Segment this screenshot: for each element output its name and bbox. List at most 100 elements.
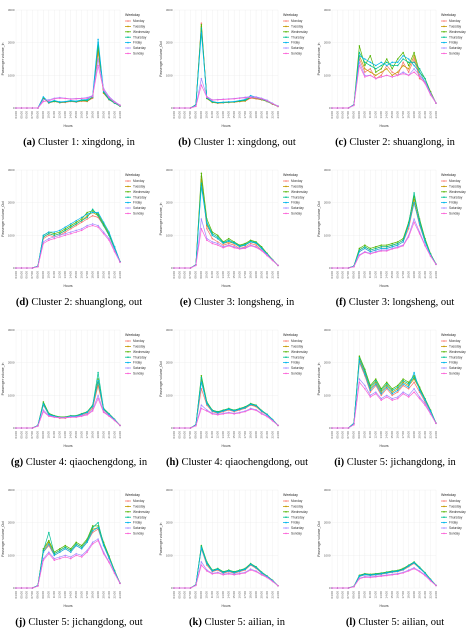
data-point bbox=[48, 551, 50, 553]
data-point bbox=[358, 355, 361, 357]
data-point bbox=[358, 45, 361, 47]
y-axis-label: Passenger volume_Out bbox=[317, 521, 321, 556]
data-point bbox=[375, 392, 377, 395]
data-point bbox=[369, 574, 372, 577]
y-tick-label: 1000 bbox=[8, 233, 15, 237]
data-point bbox=[418, 68, 421, 70]
series-line bbox=[332, 61, 437, 109]
legend-label: Wednesday bbox=[291, 30, 308, 34]
legend-marker bbox=[443, 196, 445, 198]
panel-letter: (i) bbox=[334, 457, 345, 468]
y-axis-label: Passenger volume_Out bbox=[159, 41, 163, 76]
x-tick-label: 22:00 bbox=[428, 431, 432, 439]
y-tick-label: 1000 bbox=[8, 393, 15, 397]
x-tick-label: 19:00 bbox=[96, 111, 100, 119]
data-point bbox=[211, 242, 214, 245]
data-point bbox=[358, 247, 361, 250]
y-tick-label: 1000 bbox=[166, 393, 173, 397]
legend-label: Thursday bbox=[449, 515, 463, 519]
data-point bbox=[217, 237, 219, 240]
data-point bbox=[222, 410, 225, 412]
data-point bbox=[424, 574, 426, 577]
data-point bbox=[80, 97, 83, 100]
data-point bbox=[260, 249, 263, 252]
legend-marker bbox=[127, 356, 129, 358]
panel-letter: (g) bbox=[10, 457, 24, 468]
x-tick-label: 13:00 bbox=[379, 591, 383, 599]
y-tick-label: 1000 bbox=[166, 553, 173, 557]
legend-marker bbox=[127, 47, 129, 49]
legend-marker bbox=[285, 52, 287, 55]
x-tick-label: 13:00 bbox=[63, 431, 67, 439]
data-point bbox=[364, 76, 366, 78]
x-tick-label: 18:00 bbox=[248, 111, 252, 119]
series-line bbox=[16, 394, 121, 429]
data-point bbox=[211, 241, 214, 243]
x-tick-label: 04:00 bbox=[172, 591, 176, 599]
data-point bbox=[385, 388, 388, 390]
data-point bbox=[86, 414, 88, 416]
data-point bbox=[75, 223, 77, 225]
x-tick-label: 17:00 bbox=[85, 431, 89, 439]
legend-title: Weekday bbox=[283, 493, 298, 497]
x-tick-label: 10:00 bbox=[205, 591, 209, 599]
legend-label: Sunday bbox=[133, 532, 144, 536]
data-point bbox=[222, 246, 225, 249]
legend-label: Saturday bbox=[291, 206, 304, 210]
data-point bbox=[238, 99, 241, 102]
data-point bbox=[200, 185, 203, 188]
data-point bbox=[86, 551, 88, 553]
x-tick-label: 11:00 bbox=[210, 111, 214, 119]
x-tick-label: 20:00 bbox=[259, 591, 263, 599]
data-point bbox=[80, 218, 83, 220]
data-point bbox=[364, 370, 366, 372]
x-tick-label: 18:00 bbox=[90, 431, 94, 439]
data-point bbox=[64, 548, 67, 550]
chart-svg: 04:00 05:00 06:00 07:00 08:00 09:00 10:00 11:00… bbox=[1, 8, 150, 128]
data-point bbox=[244, 568, 246, 571]
x-tick-label: 23:00 bbox=[434, 271, 438, 279]
data-point bbox=[413, 391, 415, 393]
legend-label: Saturday bbox=[449, 366, 462, 370]
data-point bbox=[80, 556, 83, 558]
x-tick-label: 15:00 bbox=[232, 591, 236, 599]
panel-letter: (f) bbox=[335, 297, 347, 308]
chart-panel: 04:00 05:00 06:00 07:00 08:00 09:00 10:00 11:00… bbox=[158, 160, 316, 320]
data-point bbox=[364, 71, 366, 73]
data-point bbox=[91, 211, 94, 214]
x-tick-label: 06:00 bbox=[25, 271, 29, 279]
legend-marker bbox=[443, 36, 445, 38]
x-tick-label: 18:00 bbox=[248, 431, 252, 439]
data-point bbox=[233, 244, 235, 246]
data-point bbox=[358, 578, 361, 580]
data-point bbox=[97, 226, 99, 228]
x-tick-label: 07:00 bbox=[346, 111, 350, 119]
y-tick-label: 0 bbox=[171, 266, 173, 270]
data-point bbox=[391, 61, 393, 64]
data-point bbox=[391, 397, 393, 400]
x-tick-label: 22:00 bbox=[428, 591, 432, 599]
series-line bbox=[174, 404, 279, 429]
y-tick-label: 1000 bbox=[324, 393, 331, 397]
x-tick-label: 12:00 bbox=[374, 111, 378, 119]
x-tick-label: 16:00 bbox=[395, 111, 399, 119]
legend-label: Sunday bbox=[449, 212, 460, 216]
legend-label: Tuesday bbox=[449, 505, 462, 509]
data-point bbox=[64, 226, 67, 228]
data-point bbox=[80, 413, 83, 416]
data-point bbox=[249, 96, 252, 99]
x-tick-label: 21:00 bbox=[107, 271, 111, 279]
data-point bbox=[402, 64, 404, 67]
x-tick-label: 10:00 bbox=[363, 271, 367, 279]
series-line bbox=[174, 545, 279, 589]
x-tick-label: 09:00 bbox=[199, 271, 203, 279]
data-point bbox=[200, 23, 203, 26]
data-point bbox=[97, 394, 99, 397]
x-tick-label: 07:00 bbox=[346, 591, 350, 599]
data-point bbox=[119, 582, 121, 585]
data-point bbox=[260, 247, 263, 250]
data-point bbox=[364, 68, 366, 70]
x-tick-label: 06:00 bbox=[341, 111, 345, 119]
x-tick-label: 15:00 bbox=[390, 111, 394, 119]
x-tick-label: 18:00 bbox=[406, 111, 410, 119]
